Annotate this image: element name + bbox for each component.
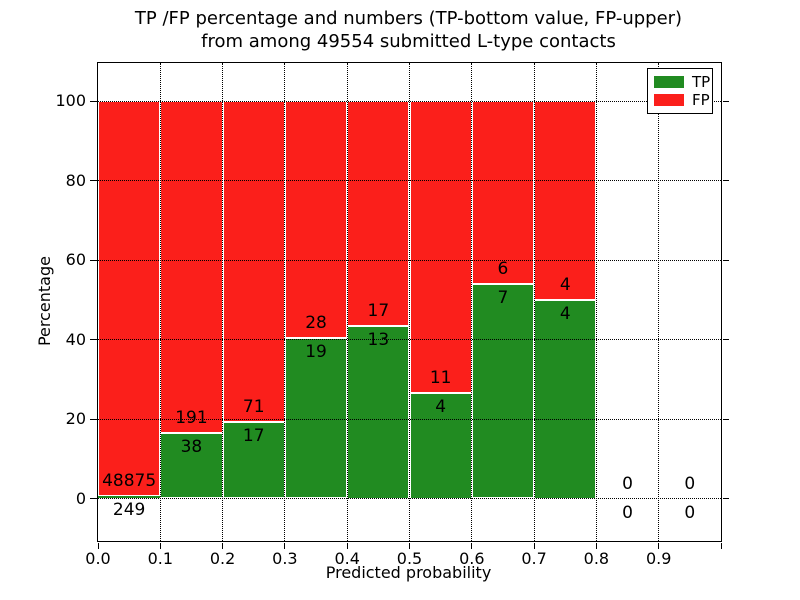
gridline-v [409, 63, 410, 541]
tp-count-label: 0 [684, 502, 696, 523]
y-tick-right [722, 339, 729, 340]
fp-count-label: 191 [175, 407, 208, 428]
fp-count-label: 71 [242, 396, 265, 417]
x-tick [97, 542, 99, 549]
chart-title-line2: from among 49554 submitted L-type contac… [201, 31, 616, 52]
y-tick-label: 0 [75, 488, 86, 508]
bar-segment-fp [534, 101, 597, 300]
x-tick-label: 0.5 [396, 549, 423, 568]
y-tick-right [722, 259, 729, 261]
x-tick-label: 0.8 [583, 549, 610, 568]
fp-count-label: 28 [305, 312, 327, 333]
bar-segment-tp [284, 337, 348, 499]
gridline-v [346, 63, 348, 541]
y-tick-right [722, 180, 729, 181]
bar-segment-fp [471, 101, 535, 285]
tp-count-label: 7 [497, 288, 509, 309]
y-tick [90, 100, 97, 102]
x-tick [471, 542, 473, 549]
x-tick [222, 542, 224, 549]
tp-legend-swatch-icon [654, 76, 684, 88]
x-tick [409, 542, 410, 549]
gridline-v [533, 63, 535, 541]
x-tick-label: 0.3 [272, 549, 298, 568]
y-tick-right [722, 100, 729, 102]
fp-legend-swatch-icon [654, 94, 684, 106]
tp-count-label: 38 [180, 436, 203, 457]
fp-count-label: 0 [684, 473, 696, 494]
tp-count-label: 0 [622, 502, 633, 523]
x-tick-label: 0.2 [209, 549, 236, 568]
legend-row-fp: FP [654, 92, 710, 108]
x-tick-label: 0.1 [147, 549, 174, 568]
bar-segment-fp [409, 101, 472, 393]
x-tick-label: 0.4 [334, 549, 360, 568]
legend: TP FP [647, 68, 713, 114]
bar-segment-tp [534, 299, 597, 499]
x-tick [284, 542, 286, 549]
tp-count-label: 4 [559, 303, 571, 324]
x-tick [159, 542, 161, 549]
bar-segment-tp [347, 326, 410, 499]
bar-segment-fp [222, 101, 285, 422]
chart-title-line1: TP /FP percentage and numbers (TP-bottom… [134, 8, 683, 29]
tp-count-label: 13 [367, 330, 390, 351]
bar-segment-tp [409, 392, 472, 499]
x-tick-label: 0.0 [85, 549, 111, 568]
fp-count-label: 0 [622, 473, 633, 494]
plot-area: TP FP 48875 249 191 38 71 17 28 19 17 13 11 4 6 7 4 4 0 0… [55, 62, 729, 568]
bar-segment-tp [160, 432, 223, 499]
x-axis-label: Predicted probability [325, 563, 492, 582]
x-tick-label: 0.9 [645, 549, 672, 568]
tp-count-label: 249 [112, 500, 146, 521]
fp-count-label: 17 [367, 301, 390, 322]
x-tick-label: 0.6 [459, 549, 485, 568]
tp-legend-label: TP [692, 73, 711, 91]
y-tick [90, 339, 97, 340]
gridline-v [222, 63, 224, 541]
y-tick-label: 100 [55, 91, 86, 110]
bar-segment-tp [471, 284, 535, 499]
y-tick-label: 20 [65, 409, 86, 428]
x-tick [720, 542, 722, 549]
x-tick [346, 542, 348, 549]
chart-title: TP /FP percentage and numbers (TP-bottom… [97, 7, 720, 53]
y-axis-label: Percentage [35, 256, 54, 347]
y-tick-label: 60 [65, 250, 86, 269]
gridline-v [595, 63, 597, 541]
tp-count-label: 19 [305, 341, 327, 362]
y-tick-label: 80 [65, 170, 86, 190]
y-tick [90, 418, 97, 420]
fp-count-label: 48875 [102, 471, 157, 492]
fp-legend-label: FP [692, 91, 710, 109]
tp-count-label: 17 [242, 425, 265, 446]
gridline-v [658, 63, 660, 541]
y-tick-label: 40 [65, 329, 86, 349]
y-tick-right [722, 418, 729, 420]
y-tick [90, 259, 97, 261]
x-tick-label: 0.7 [521, 549, 547, 568]
gridline-v [471, 63, 473, 541]
bar-segment-tp [98, 496, 161, 499]
x-tick [595, 542, 597, 549]
y-tick [90, 498, 97, 499]
bar-segment-fp [284, 101, 348, 338]
bar-segment-fp [98, 101, 161, 497]
y-tick [90, 180, 97, 181]
bar-segment-fp [347, 101, 410, 327]
bar-segment-fp [160, 101, 223, 433]
fp-count-label: 11 [429, 367, 452, 388]
gridline-v [284, 63, 286, 541]
y-tick-right [722, 498, 729, 499]
tp-count-label: 4 [435, 396, 447, 417]
x-tick [533, 542, 535, 549]
x-tick [658, 542, 660, 549]
fp-count-label: 6 [497, 259, 509, 280]
gridline-v [159, 63, 161, 541]
fp-count-label: 4 [559, 274, 571, 295]
bar-segment-tp [222, 421, 285, 499]
legend-row-tp: TP [654, 74, 710, 90]
